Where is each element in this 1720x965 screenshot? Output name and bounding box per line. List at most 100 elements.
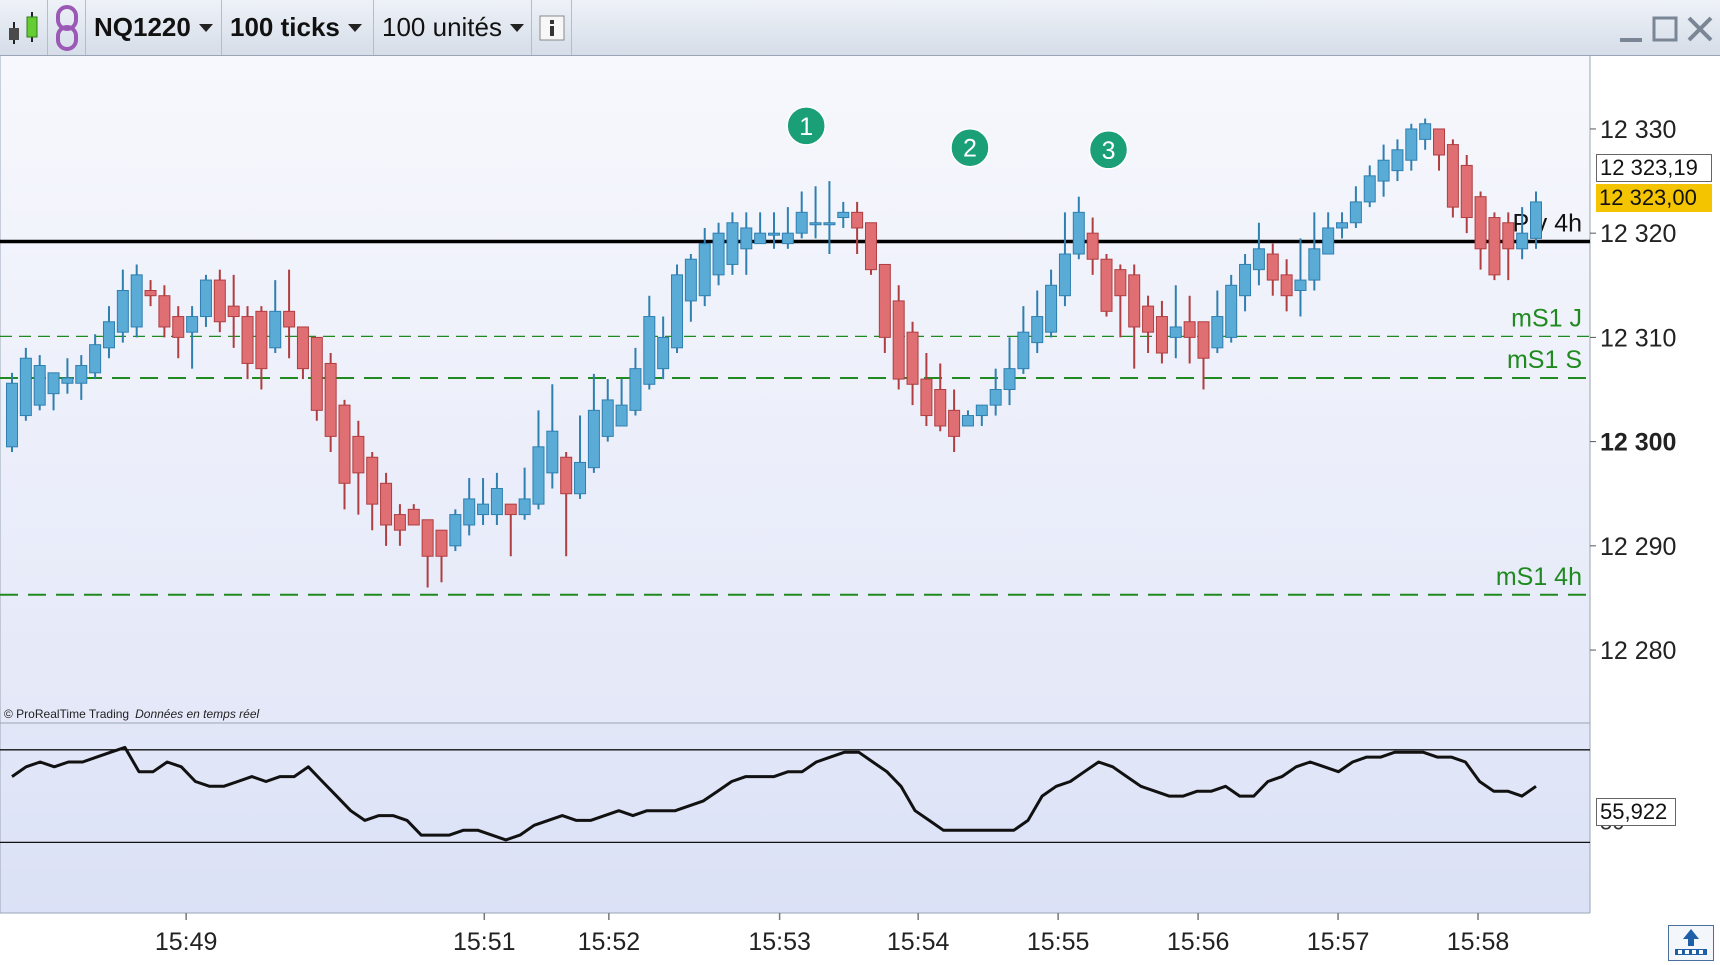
time-axis: 15:49 15:51 15:52 15:53 15:54 15:55 15:56 15:57… [155, 913, 1509, 956]
candle [615, 379, 628, 427]
link-button[interactable] [48, 0, 86, 55]
units-selector[interactable]: 100 unités [374, 0, 532, 55]
candle [47, 372, 60, 411]
candle [1128, 264, 1141, 369]
candle [463, 478, 476, 536]
candle [1433, 128, 1446, 171]
candle [726, 212, 739, 275]
candle [1239, 254, 1252, 312]
candle-body [1045, 284, 1058, 333]
maximize-icon[interactable] [1652, 8, 1678, 48]
candle-body [961, 415, 974, 427]
copyright-notice: © ProRealTime Trading Données en temps ré… [4, 707, 259, 721]
candle-body [1211, 316, 1224, 349]
candle-body [435, 529, 448, 557]
x-tick-label: 15:55 [1027, 928, 1090, 956]
candle [601, 379, 614, 442]
candle-body [6, 382, 18, 448]
candle [89, 334, 102, 380]
candle-body [795, 211, 808, 234]
candle-body [1252, 248, 1265, 271]
candle-body [89, 344, 102, 374]
scroll-to-latest-button[interactable] [1668, 925, 1714, 961]
x-tick-label: 15:56 [1167, 928, 1230, 956]
candle-body [338, 404, 351, 484]
candle-body [1446, 144, 1459, 208]
candle [1114, 264, 1127, 338]
candle [1197, 321, 1210, 390]
candle-body [227, 305, 240, 318]
candle [338, 399, 351, 510]
candle-body [1017, 331, 1030, 370]
x-tick-label: 15:57 [1307, 928, 1370, 956]
candle [795, 191, 808, 239]
chart-type-button[interactable] [0, 0, 48, 55]
candle [657, 316, 670, 380]
candle [324, 353, 337, 453]
candle-body [1003, 368, 1016, 390]
symbol-label: NQ1220 [94, 12, 191, 42]
candle-body [47, 372, 60, 395]
candle [1045, 269, 1058, 338]
candle-body [1239, 263, 1252, 297]
info-icon [539, 15, 564, 40]
candle-body [407, 508, 420, 526]
candle [1377, 144, 1390, 197]
candle-body [283, 310, 296, 328]
candle-body [754, 232, 767, 245]
candle [546, 384, 559, 489]
chart-toolbar: NQ1220 100 ticks 100 unités [0, 0, 1720, 56]
candle [754, 212, 767, 245]
candle-body [1142, 305, 1155, 333]
candle-body [864, 222, 877, 271]
candle-body [1405, 128, 1418, 161]
symbol-selector[interactable]: NQ1220 [86, 0, 222, 55]
candle-body [532, 446, 545, 505]
badge-number: 2 [963, 135, 977, 163]
candle [823, 181, 836, 255]
candle [199, 274, 212, 327]
candle-body [477, 503, 490, 516]
candle-body [1086, 232, 1099, 260]
candle-body [546, 430, 559, 474]
level-label: mS1 4h [1496, 563, 1582, 591]
candle [310, 336, 323, 421]
candle-body [1072, 211, 1085, 255]
badge-circle [950, 127, 990, 168]
candle [518, 467, 531, 520]
candle-body [920, 378, 933, 417]
interval-selector[interactable]: 100 ticks [222, 0, 374, 55]
candle-body [1530, 201, 1542, 239]
candle-body [158, 295, 171, 328]
candle-body [213, 279, 226, 323]
candle-body [823, 222, 836, 226]
candle [1031, 290, 1044, 354]
candle [1322, 212, 1335, 255]
badge-number: 3 [1102, 137, 1116, 165]
x-tick-label: 15:52 [578, 928, 641, 956]
candle-body [643, 316, 656, 385]
candle-body [449, 514, 462, 547]
candle [1003, 337, 1016, 406]
candle-body [1377, 159, 1390, 182]
candle-body [698, 243, 711, 297]
candle-body [1280, 274, 1293, 297]
candle-body [310, 336, 323, 411]
candle [1516, 207, 1529, 260]
candle [1405, 123, 1418, 171]
current-price-tag: 12 323,19 [1596, 154, 1712, 182]
candle-body [199, 279, 212, 318]
candle [975, 404, 988, 426]
candle-body [657, 336, 670, 370]
units-label: 100 unités [382, 12, 502, 42]
price-axis: 12 330 12 320 12 310 12 300 12 290 12 280 [1590, 116, 1676, 665]
candle [421, 519, 434, 588]
candle [102, 306, 115, 359]
close-icon[interactable] [1686, 8, 1714, 48]
candle-body [1266, 253, 1279, 281]
minimize-icon[interactable] [1618, 8, 1644, 48]
candle-body [102, 321, 115, 349]
candle [1072, 196, 1085, 260]
info-button[interactable] [532, 0, 572, 55]
